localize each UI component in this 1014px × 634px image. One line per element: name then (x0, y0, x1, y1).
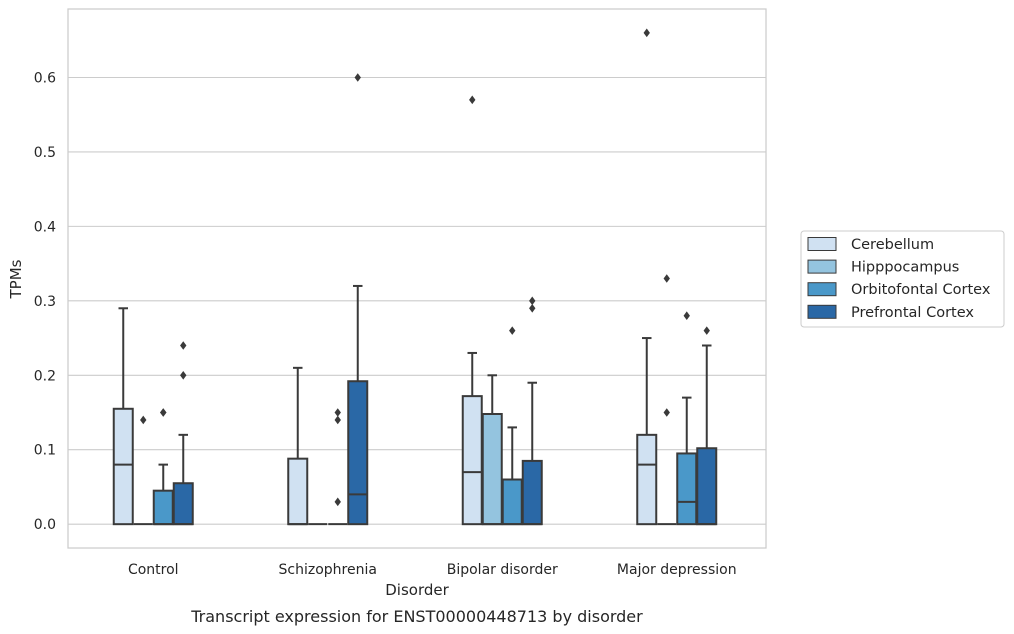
box-cerebellum (112, 307, 134, 526)
outlier-point (160, 408, 167, 417)
box-body (501, 478, 523, 526)
box-body (347, 380, 369, 526)
box-orbitofontal-cortex (676, 311, 698, 526)
plot-frame (67, 8, 767, 549)
outlier-point (180, 370, 187, 380)
outlier-point (140, 415, 147, 425)
box-cerebellum (636, 28, 658, 526)
legend: Cerebellum Hipppocampus Orbitofontal Corte… (800, 230, 1005, 328)
outlier-point (703, 326, 710, 335)
legend-item: Prefrontal Cortex (807, 304, 974, 321)
outlier-point (663, 408, 670, 417)
x-axis-ticks: Control Schizophrenia Bipolar disorder Majo… (128, 562, 737, 578)
legend-frame (800, 230, 1005, 328)
legend-items: Cerebellum Hipppocampus Orbitofontal Corte… (807, 237, 991, 321)
box-prefrontal-cortex (521, 296, 543, 526)
x-tick-label: Schizophrenia (279, 562, 377, 578)
legend-swatch (807, 304, 837, 319)
legend-label: Hipppocampus (851, 260, 959, 276)
legend-swatch (807, 237, 837, 251)
box-body (172, 482, 194, 526)
legend-label: Prefrontal Cortex (851, 305, 974, 321)
box-prefrontal-cortex (347, 73, 369, 526)
boxes (112, 28, 718, 526)
y-tick-label: 0.4 (34, 219, 56, 235)
outlier-point (334, 497, 341, 507)
outlier-point (180, 341, 187, 350)
box-orbitofontal-cortex (501, 326, 523, 526)
y-tick-label: 0.3 (34, 294, 56, 310)
box-body (287, 457, 309, 526)
box-cerebellum (461, 95, 483, 526)
box-body (461, 395, 483, 526)
box-body (521, 459, 543, 526)
outlier-point (509, 326, 516, 335)
outlier-point (683, 311, 690, 321)
y-tick-label: 0.0 (34, 517, 56, 533)
box-orbitofontal-cortex (152, 408, 174, 526)
y-tick-label: 0.6 (34, 70, 56, 86)
box-hipppocampus (657, 274, 677, 526)
box-hipppocampus (481, 374, 503, 526)
outlier-point (663, 274, 670, 283)
box-orbitofontal-cortex (328, 408, 348, 526)
box-body (152, 489, 174, 526)
outlier-point (529, 303, 536, 313)
x-tick-label: Major depression (617, 562, 737, 578)
y-axis-ticks: 0.0 0.1 0.2 0.3 0.4 0.5 0.6 (34, 70, 56, 533)
legend-swatch (807, 282, 837, 297)
legend-item: Cerebellum (807, 237, 934, 253)
outlier-point (334, 408, 341, 417)
y-tick-label: 0.5 (34, 145, 56, 161)
outlier-point (529, 296, 536, 306)
box-body (636, 433, 658, 526)
box-hipppocampus (133, 415, 153, 526)
outlier-point (469, 95, 476, 105)
legend-label: Orbitofontal Cortex (851, 282, 991, 298)
box-prefrontal-cortex (172, 341, 194, 526)
chart-caption: Transcript expression for ENST0000044871… (190, 607, 643, 626)
legend-swatch (807, 259, 837, 274)
legend-label: Cerebellum (851, 237, 934, 253)
outlier-point (334, 415, 341, 425)
box-cerebellum (287, 366, 309, 526)
box-body (481, 412, 503, 526)
x-tick-label: Control (128, 562, 179, 578)
outlier-point (354, 73, 361, 82)
y-tick-label: 0.1 (34, 443, 56, 459)
box-body (696, 447, 718, 526)
x-tick-label: Bipolar disorder (447, 562, 558, 578)
box-body (676, 452, 698, 526)
gridlines (68, 76, 766, 525)
x-axis-title: Disorder (385, 581, 449, 599)
box-prefrontal-cortex (696, 326, 718, 526)
y-tick-label: 0.2 (34, 368, 56, 384)
outlier-point (643, 28, 650, 38)
legend-item: Orbitofontal Cortex (807, 282, 991, 298)
y-axis-title: TPMs (7, 259, 25, 299)
box-body (112, 407, 134, 526)
legend-item: Hipppocampus (807, 259, 959, 276)
